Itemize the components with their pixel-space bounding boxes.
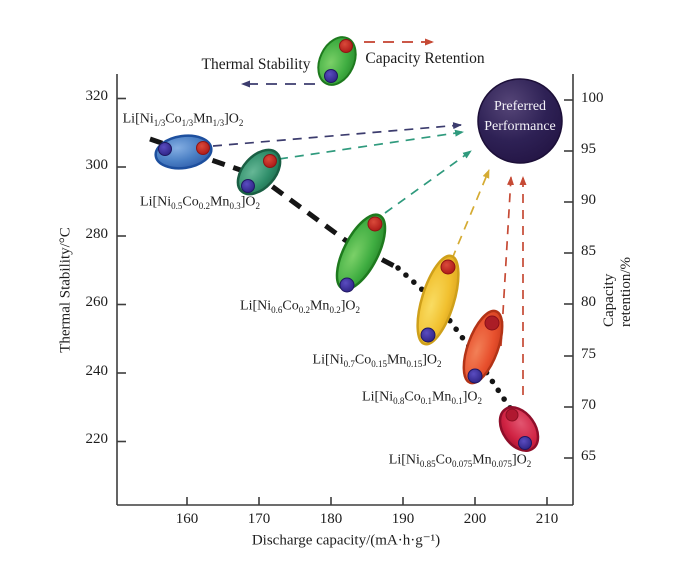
- left-tick-320: 320: [85, 88, 109, 104]
- retention-arrow-ncm811: [500, 176, 515, 347]
- preferred-performance-line1: Preferred: [493, 99, 547, 114]
- capacity-retention-point: [440, 259, 456, 275]
- thermal-arrow-ncm111: [212, 122, 462, 147]
- x-tick-180: 180: [319, 511, 343, 527]
- formula-label-ncm85: Li[Ni0.85Co0.075Mn0.075]O2: [388, 452, 532, 470]
- legend-capacity-dot: [339, 39, 353, 53]
- material-ellipse-ncm85: [498, 406, 540, 452]
- right-tick-90: 90: [581, 192, 596, 208]
- preferred-performance-line2: Performance: [484, 119, 556, 134]
- formula-label-ncm71515: Li[Ni0.7Co0.15Mn0.15]O2: [312, 352, 442, 370]
- left-axis-ticks: [117, 97, 126, 443]
- thermal-stability-point: [158, 142, 172, 156]
- bottom-axis-ticks: [186, 497, 548, 505]
- material-ellipse-ncm622: [335, 213, 387, 293]
- thermal-stability-point: [241, 179, 255, 193]
- legend-ellipse: [317, 36, 357, 86]
- material-ellipse-ncm523: [236, 148, 282, 196]
- left-tick-240: 240: [85, 363, 109, 379]
- x-tick-200: 200: [463, 511, 487, 527]
- right-tick-100: 100: [581, 90, 604, 106]
- right-axis-ticks: [564, 99, 573, 459]
- left-tick-220: 220: [85, 431, 109, 447]
- formula-label-ncm622: Li[Ni0.6Co0.2Mn0.2]O2: [240, 298, 360, 316]
- legend-thermal-dot: [324, 69, 338, 83]
- x-tick-160: 160: [175, 511, 199, 527]
- right-tick-85: 85: [581, 243, 596, 259]
- left-tick-300: 300: [85, 157, 109, 173]
- right-tick-80: 80: [581, 294, 596, 310]
- capacity-retention-point: [367, 216, 383, 232]
- x-tick-210: 210: [535, 511, 559, 527]
- formula-label-ncm523: Li[Ni0.5Co0.2Mn0.3]O2: [140, 194, 260, 212]
- right-tick-70: 70: [581, 397, 596, 413]
- x-tick-190: 190: [391, 511, 415, 527]
- capacity-retention-point: [505, 408, 519, 422]
- left-tick-280: 280: [85, 226, 109, 242]
- x-tick-170: 170: [247, 511, 271, 527]
- capacity-retention-point: [484, 315, 500, 331]
- capacity-retention-point: [263, 154, 277, 168]
- x-axis-title: Discharge capacity/(mA·h·g⁻¹): [251, 532, 441, 549]
- thermal-stability-point: [339, 277, 355, 293]
- retention-arrow-ncm622: [384, 150, 472, 214]
- formula-label-ncm811: Li[Ni0.8Co0.1Mn0.1]O2: [362, 389, 482, 407]
- convergence-arrows: [212, 122, 527, 395]
- formula-label-ncm111: Li[Ni1/3Co1/3Mn1/3]O2: [122, 111, 244, 129]
- preferred-performance-bubble: [477, 78, 563, 164]
- thermal-stability-point: [467, 368, 483, 384]
- right-tick-75: 75: [581, 346, 596, 362]
- left-axis-title: Thermal Stability/°C: [57, 227, 74, 353]
- right-tick-95: 95: [581, 141, 596, 157]
- legend-capacity-label: Capacity Retention: [365, 50, 485, 68]
- capacity-retention-point: [196, 141, 210, 155]
- retention-arrow-ncm523: [278, 129, 464, 160]
- retention-arrow-ncm71515: [451, 169, 490, 260]
- right-axis-title: Capacity retention/%: [601, 257, 634, 327]
- material-ellipse-ncm811: [462, 309, 504, 385]
- material-ellipse-ncm111: [154, 134, 213, 170]
- thermal-stability-point: [518, 436, 532, 450]
- left-tick-260: 260: [85, 294, 109, 310]
- legend-thermal-label: Thermal Stability: [201, 56, 311, 74]
- thermal-stability-point: [420, 327, 436, 343]
- axes: [116, 74, 574, 506]
- material-ellipse-ncm71515: [416, 254, 460, 346]
- right-tick-65: 65: [581, 448, 596, 464]
